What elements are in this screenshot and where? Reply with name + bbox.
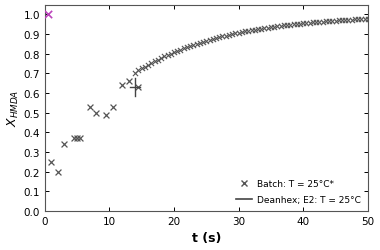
Point: [245, 30, 252, 34]
Point: [180, 47, 187, 51]
Legend: Batch: T = 25°C*, Deanhex; E2: T = 25°C: Batch: T = 25°C*, Deanhex; E2: T = 25°C: [233, 177, 363, 207]
Point: [265, 26, 271, 30]
Point: [249, 29, 255, 33]
Y-axis label: $X_{HMDA}$: $X_{HMDA}$: [6, 90, 21, 127]
Point: [119, 84, 125, 88]
Point: [168, 52, 174, 56]
Point: [336, 19, 342, 23]
Point: [317, 21, 323, 25]
Point: [281, 24, 287, 28]
Point: [74, 137, 80, 141]
Point: [352, 18, 358, 22]
Point: [226, 34, 232, 38]
Point: [200, 40, 206, 44]
Point: [300, 22, 306, 26]
Point: [61, 142, 67, 146]
Point: [139, 67, 145, 71]
Point: [278, 25, 284, 29]
Point: [223, 34, 229, 38]
Point: [339, 19, 345, 23]
Point: [242, 30, 248, 34]
Point: [55, 170, 61, 174]
Point: [297, 22, 303, 26]
Point: [284, 24, 290, 28]
Point: [220, 35, 226, 39]
Point: [268, 26, 274, 30]
Point: [323, 20, 329, 24]
Point: [87, 106, 93, 110]
Point: [210, 38, 216, 42]
Point: [193, 42, 200, 46]
Point: [184, 46, 190, 50]
Point: [93, 111, 100, 115]
Point: [190, 44, 196, 48]
Point: [258, 28, 264, 32]
Point: [197, 42, 203, 46]
Point: [229, 33, 235, 37]
Point: [213, 37, 219, 41]
Point: [294, 23, 300, 27]
Point: [320, 20, 326, 24]
Point: [287, 24, 293, 28]
Point: [161, 55, 167, 59]
Point: [155, 58, 161, 62]
Point: [109, 106, 116, 110]
Point: [271, 26, 277, 30]
Point: [45, 13, 51, 17]
Point: [142, 65, 148, 69]
Point: [313, 21, 319, 25]
Point: [165, 54, 171, 58]
Point: [355, 18, 361, 22]
Point: [171, 51, 177, 55]
Point: [135, 86, 141, 90]
Point: [332, 20, 339, 24]
X-axis label: t (s): t (s): [192, 232, 221, 244]
Point: [158, 57, 164, 61]
Point: [345, 19, 352, 23]
Point: [71, 137, 77, 141]
Point: [252, 28, 258, 32]
Point: [132, 71, 138, 75]
Point: [349, 18, 355, 22]
Point: [148, 62, 154, 66]
Point: [261, 27, 268, 31]
Point: [152, 60, 158, 64]
Point: [239, 31, 245, 35]
Point: [304, 22, 310, 26]
Point: [174, 50, 180, 54]
Point: [362, 18, 368, 22]
Point: [206, 38, 212, 42]
Point: [358, 18, 364, 22]
Point: [291, 23, 297, 27]
Point: [126, 80, 132, 84]
Point: [326, 20, 332, 24]
Point: [187, 45, 193, 49]
Point: [236, 32, 242, 36]
Point: [135, 69, 141, 73]
Point: [216, 36, 222, 40]
Point: [310, 21, 316, 25]
Point: [177, 48, 184, 52]
Point: [145, 64, 151, 68]
Point: [233, 32, 239, 36]
Point: [274, 25, 280, 29]
Point: [365, 18, 371, 22]
Point: [307, 22, 313, 26]
Point: [103, 113, 109, 117]
Point: [203, 40, 209, 44]
Point: [342, 19, 348, 23]
Point: [48, 160, 54, 164]
Point: [255, 28, 261, 32]
Point: [329, 20, 336, 24]
Point: [77, 137, 83, 141]
